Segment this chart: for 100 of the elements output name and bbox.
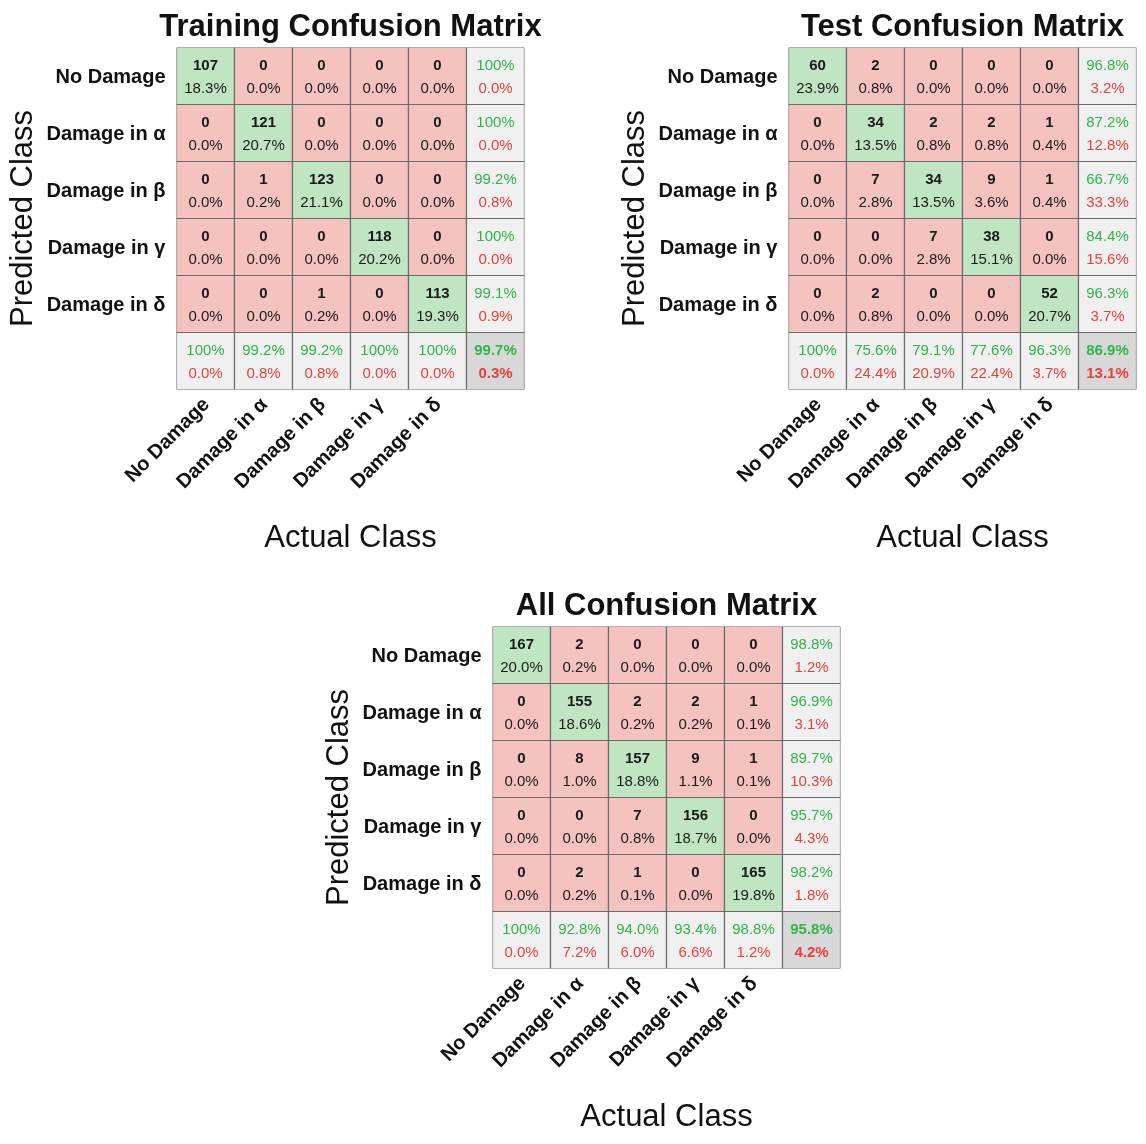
annotation: 20.7%: [1028, 306, 1071, 324]
annotation: 0.0%: [678, 885, 713, 903]
annotation: 0.1%: [736, 771, 771, 789]
annotation: 20.7%: [242, 135, 285, 153]
data-label: 121: [250, 112, 277, 130]
data-label: 52: [1041, 283, 1058, 301]
annotation: 0.0%: [800, 135, 835, 153]
data-label: 100%: [476, 227, 515, 245]
y-tick-label: Damage in β: [46, 179, 166, 201]
data-label: 0: [433, 112, 442, 130]
y-axis-title: Predicted Class: [319, 688, 355, 907]
data-label: 77.6%: [970, 341, 1013, 359]
annotation: 4.2%: [794, 942, 829, 960]
annotation: 0.0%: [188, 306, 223, 324]
annotation: 0.0%: [1032, 78, 1067, 96]
data-label: 0: [929, 283, 938, 301]
annotation: 0.0%: [478, 78, 513, 96]
y-axis-title: Predicted Class: [615, 109, 651, 328]
annotation: 0.2%: [562, 657, 597, 675]
data-label: 98.8%: [732, 920, 775, 938]
annotation: 0.0%: [1032, 249, 1067, 267]
data-label: 2: [871, 55, 880, 73]
data-label: 95.8%: [790, 920, 833, 938]
annotation: 0.0%: [362, 78, 397, 96]
annotation: 33.3%: [1086, 192, 1129, 210]
annotation: 0.0%: [916, 78, 951, 96]
annotation: 0.0%: [974, 306, 1009, 324]
data-label: 0: [201, 169, 210, 187]
data-label: 34: [925, 169, 943, 187]
annotation: 0.0%: [188, 249, 223, 267]
annotation: 12.8%: [1086, 135, 1129, 153]
annotation: 0.8%: [478, 192, 513, 210]
data-label: 86.9%: [1086, 341, 1129, 359]
annotation: 13.1%: [1086, 363, 1129, 381]
data-label: 123: [308, 169, 335, 187]
annotation: 0.2%: [678, 714, 713, 732]
data-label: 0: [813, 112, 822, 130]
annotation: 3.6%: [974, 192, 1009, 210]
data-label: 157: [624, 748, 651, 766]
annotation: 15.1%: [970, 249, 1013, 267]
annotation: 1.0%: [562, 771, 597, 789]
annotation: 0.8%: [858, 306, 893, 324]
data-label: 99.2%: [300, 341, 343, 359]
annotation: 0.4%: [1032, 135, 1067, 153]
data-label: 0: [633, 634, 642, 652]
annotation: 0.0%: [620, 657, 655, 675]
annotation: 20.9%: [912, 363, 955, 381]
annotation: 0.0%: [304, 249, 339, 267]
data-label: 99.2%: [242, 341, 285, 359]
data-label: 1: [317, 283, 326, 301]
annotation: 0.0%: [504, 885, 539, 903]
annotation: 1.2%: [736, 942, 771, 960]
y-tick-label: Damage in β: [362, 758, 482, 780]
data-label: 34: [867, 112, 885, 130]
annotation: 0.0%: [420, 135, 455, 153]
data-label: 96.3%: [1086, 284, 1129, 302]
annotation: 1.8%: [794, 885, 829, 903]
chart-title: All Confusion Matrix: [515, 586, 818, 622]
data-label: 0: [517, 748, 526, 766]
annotation: 0.0%: [858, 249, 893, 267]
data-label: 0: [813, 226, 822, 244]
annotation: 0.0%: [800, 249, 835, 267]
annotation: 6.0%: [620, 942, 655, 960]
annotation: 0.0%: [304, 78, 339, 96]
data-label: 1: [749, 691, 758, 709]
annotation: 0.0%: [478, 249, 513, 267]
annotation: 0.0%: [188, 192, 223, 210]
annotation: 2.8%: [916, 249, 951, 267]
data-label: 0: [433, 226, 442, 244]
data-label: 0: [871, 226, 880, 244]
data-label: 2: [575, 634, 584, 652]
annotation: 0.0%: [800, 192, 835, 210]
data-label: 118: [367, 226, 392, 244]
data-label: 2: [633, 691, 642, 709]
data-label: 107: [192, 55, 219, 73]
data-label: 1: [1045, 169, 1054, 187]
annotation: 0.8%: [246, 363, 281, 381]
data-label: 0: [987, 283, 996, 301]
annotation: 0.3%: [478, 363, 513, 381]
annotation: 1.1%: [678, 771, 713, 789]
annotation: 23.9%: [796, 78, 839, 96]
y-tick-label: Damage in δ: [362, 872, 482, 894]
data-label: 155: [566, 691, 593, 709]
data-label: 2: [987, 112, 996, 130]
annotation: 0.0%: [188, 363, 223, 381]
data-label: 100%: [186, 341, 225, 359]
data-label: 0: [317, 112, 326, 130]
x-axis-title: Actual Class: [580, 1098, 753, 1134]
data-label: 167: [508, 634, 535, 652]
data-label: 75.6%: [854, 341, 897, 359]
data-label: 1: [633, 862, 642, 880]
annotation: 0.0%: [362, 363, 397, 381]
annotation: 1.2%: [794, 657, 829, 675]
annotation: 0.9%: [478, 306, 513, 324]
data-label: 96.3%: [1028, 341, 1071, 359]
annotation: 6.6%: [678, 942, 713, 960]
annotation: 2.8%: [858, 192, 893, 210]
annotation: 0.0%: [800, 306, 835, 324]
data-label: 84.4%: [1086, 227, 1129, 245]
annotation: 0.0%: [736, 828, 771, 846]
